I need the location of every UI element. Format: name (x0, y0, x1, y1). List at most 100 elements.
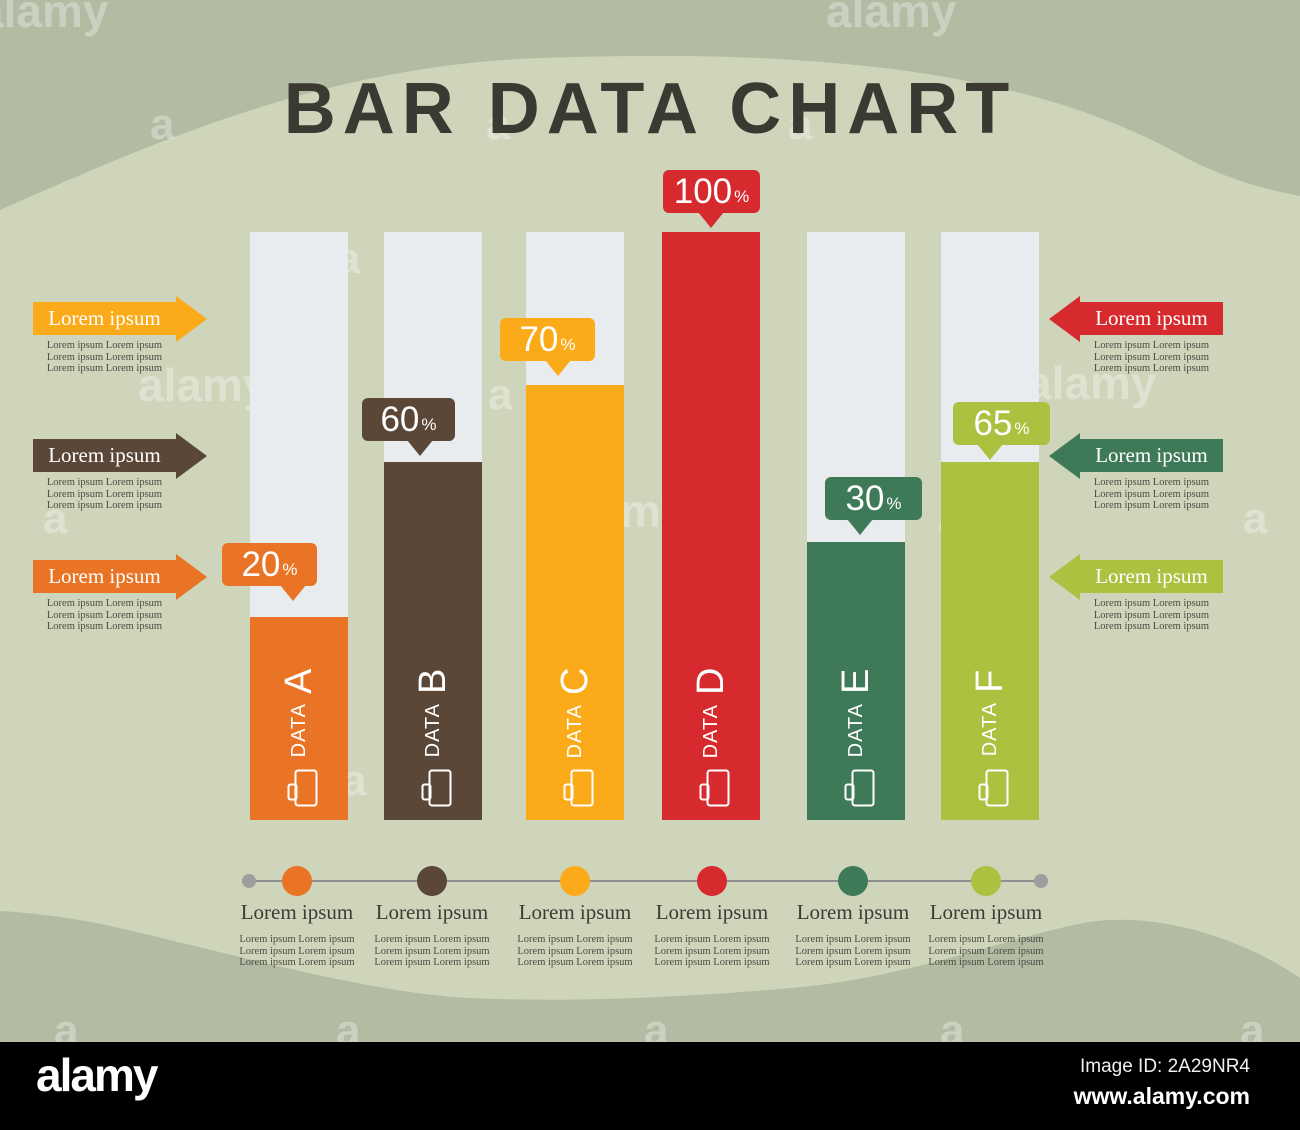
arrow-right-icon: Lorem ipsum (33, 302, 176, 335)
bar-label-letter: A (277, 668, 320, 694)
timeline-caption-c: Lorem ipsum Lorem ipsum Lorem ipsum Lore… (495, 900, 655, 969)
note-body: Lorem ipsum Lorem ipsum Lorem ipsum Lore… (1080, 477, 1223, 512)
bar-label-a: DATA A (277, 663, 320, 763)
note-body: Lorem ipsum Lorem ipsum Lorem ipsum Lore… (33, 340, 176, 375)
value-badge-e: 30 % (825, 477, 922, 535)
timeline-dot-c (560, 866, 590, 896)
side-note-right-3: Lorem ipsum Lorem ipsum Lorem ipsum Lore… (1080, 560, 1223, 633)
note-line: Lorem ipsum Lorem ipsum (1093, 621, 1210, 633)
cup-icon (421, 769, 452, 807)
value-badge-f: 65 % (953, 402, 1050, 460)
note-line: Lorem ipsum Lorem ipsum (1093, 609, 1210, 621)
timeline-caption-b: Lorem ipsum Lorem ipsum Lorem ipsum Lore… (352, 900, 512, 969)
badge-value: 100 (673, 172, 733, 211)
caption-line: Lorem ipsum Lorem ipsum (795, 934, 911, 945)
note-body: Lorem ipsum Lorem ipsum Lorem ipsum Lore… (1080, 340, 1223, 375)
caption-line: Lorem ipsum Lorem ipsum (928, 945, 1044, 957)
note-line: Lorem ipsum Lorem ipsum (46, 500, 163, 512)
side-note-right-2: Lorem ipsum Lorem ipsum Lorem ipsum Lore… (1080, 439, 1223, 512)
note-line: Lorem ipsum Lorem ipsum (46, 363, 163, 375)
note-line: Lorem ipsum Lorem ipsum (1093, 598, 1210, 609)
badge-unit: % (560, 335, 576, 354)
arrow-right-icon: Lorem ipsum (33, 560, 176, 593)
caption-heading: Lorem ipsum (655, 900, 769, 924)
bar-label-b: DATA B (411, 663, 454, 763)
badge-value: 65 (973, 404, 1013, 443)
value-badge-d: 100 % (663, 170, 760, 228)
side-note-left-3: Lorem ipsum Lorem ipsum Lorem ipsum Lore… (33, 560, 176, 633)
badge-unit: % (1014, 419, 1030, 438)
note-line: Lorem ipsum Lorem ipsum (46, 598, 163, 609)
note-label: Lorem ipsum (48, 443, 161, 467)
image-meta: Image ID: 2A29NR4 www.alamy.com (1074, 1056, 1250, 1110)
caption-line: Lorem ipsum Lorem ipsum (928, 957, 1044, 969)
note-line: Lorem ipsum Lorem ipsum (1093, 363, 1210, 375)
note-line: Lorem ipsum Lorem ipsum (1093, 488, 1210, 500)
caption-line: Lorem ipsum Lorem ipsum (654, 957, 770, 969)
bar-fill-b (384, 462, 482, 820)
bar-fill-c (526, 385, 624, 820)
bar-label-letter: B (411, 668, 454, 694)
value-badge-b: 60 % (362, 398, 455, 456)
timeline-caption-e: Lorem ipsum Lorem ipsum Lorem ipsum Lore… (773, 900, 933, 969)
bar-label-word: DATA (421, 703, 444, 758)
timeline-dot-a (282, 866, 312, 896)
caption-body: Lorem ipsum Lorem ipsum Lorem ipsum Lore… (773, 934, 933, 969)
arrow-left-icon: Lorem ipsum (1080, 439, 1223, 472)
caption-line: Lorem ipsum Lorem ipsum (517, 957, 633, 969)
note-label: Lorem ipsum (48, 306, 161, 330)
arrow-left-icon: Lorem ipsum (1080, 560, 1223, 593)
cup-icon (699, 769, 730, 807)
caption-heading: Lorem ipsum (240, 900, 354, 924)
timeline-caption-f: Lorem ipsum Lorem ipsum Lorem ipsum Lore… (906, 900, 1066, 969)
cup-icon (563, 769, 594, 807)
bar-label-word: DATA (287, 703, 310, 758)
bar-track-c (526, 232, 624, 820)
bar-fill-a (250, 617, 348, 820)
timeline-end-dot (1034, 874, 1048, 888)
cup-icon (287, 769, 318, 807)
caption-line: Lorem ipsum Lorem ipsum (239, 934, 355, 945)
bar-label-word: DATA (844, 703, 867, 758)
badge-value: 20 (241, 545, 281, 584)
note-line: Lorem ipsum Lorem ipsum (1093, 500, 1210, 512)
caption-line: Lorem ipsum Lorem ipsum (654, 945, 770, 957)
note-line: Lorem ipsum Lorem ipsum (46, 351, 163, 363)
side-note-right-1: Lorem ipsum Lorem ipsum Lorem ipsum Lore… (1080, 302, 1223, 375)
caption-line: Lorem ipsum Lorem ipsum (239, 945, 355, 957)
note-line: Lorem ipsum Lorem ipsum (1093, 477, 1210, 488)
note-body: Lorem ipsum Lorem ipsum Lorem ipsum Lore… (33, 598, 176, 633)
value-badge-c: 70 % (500, 318, 595, 376)
caption-body: Lorem ipsum Lorem ipsum Lorem ipsum Lore… (495, 934, 655, 969)
caption-body: Lorem ipsum Lorem ipsum Lorem ipsum Lore… (906, 934, 1066, 969)
note-line: Lorem ipsum Lorem ipsum (46, 488, 163, 500)
timeline-dot-d (697, 866, 727, 896)
side-note-left-2: Lorem ipsum Lorem ipsum Lorem ipsum Lore… (33, 439, 176, 512)
note-label: Lorem ipsum (1095, 443, 1208, 467)
note-line: Lorem ipsum Lorem ipsum (46, 477, 163, 488)
bar-label-e: DATA E (835, 663, 877, 763)
page-title: BAR DATA CHART (283, 69, 1017, 149)
bar-track-d (662, 232, 760, 820)
timeline-dot-f (971, 866, 1001, 896)
bar-fill-d (662, 232, 760, 820)
timeline-dot-b (417, 866, 447, 896)
bar-label-c: DATA C (554, 663, 596, 763)
caption-line: Lorem ipsum Lorem ipsum (239, 957, 355, 969)
bar-label-d: DATA D (689, 663, 732, 763)
arrow-left-icon: Lorem ipsum (1080, 302, 1223, 335)
note-label: Lorem ipsum (1095, 564, 1208, 588)
bar-label-letter: D (689, 667, 732, 696)
timeline-dot-e (838, 866, 868, 896)
bar-label-letter: F (968, 669, 1011, 693)
arrow-right-icon: Lorem ipsum (33, 439, 176, 472)
caption-line: Lorem ipsum Lorem ipsum (795, 957, 911, 969)
badge-unit: % (282, 560, 298, 579)
bar-fill-e (807, 542, 905, 820)
bar-track-a (250, 232, 348, 820)
timeline-start-dot (242, 874, 256, 888)
bar-track-f (941, 232, 1039, 820)
badge-unit: % (734, 187, 750, 206)
caption-body: Lorem ipsum Lorem ipsum Lorem ipsum Lore… (217, 934, 377, 969)
badge-unit: % (421, 415, 437, 434)
